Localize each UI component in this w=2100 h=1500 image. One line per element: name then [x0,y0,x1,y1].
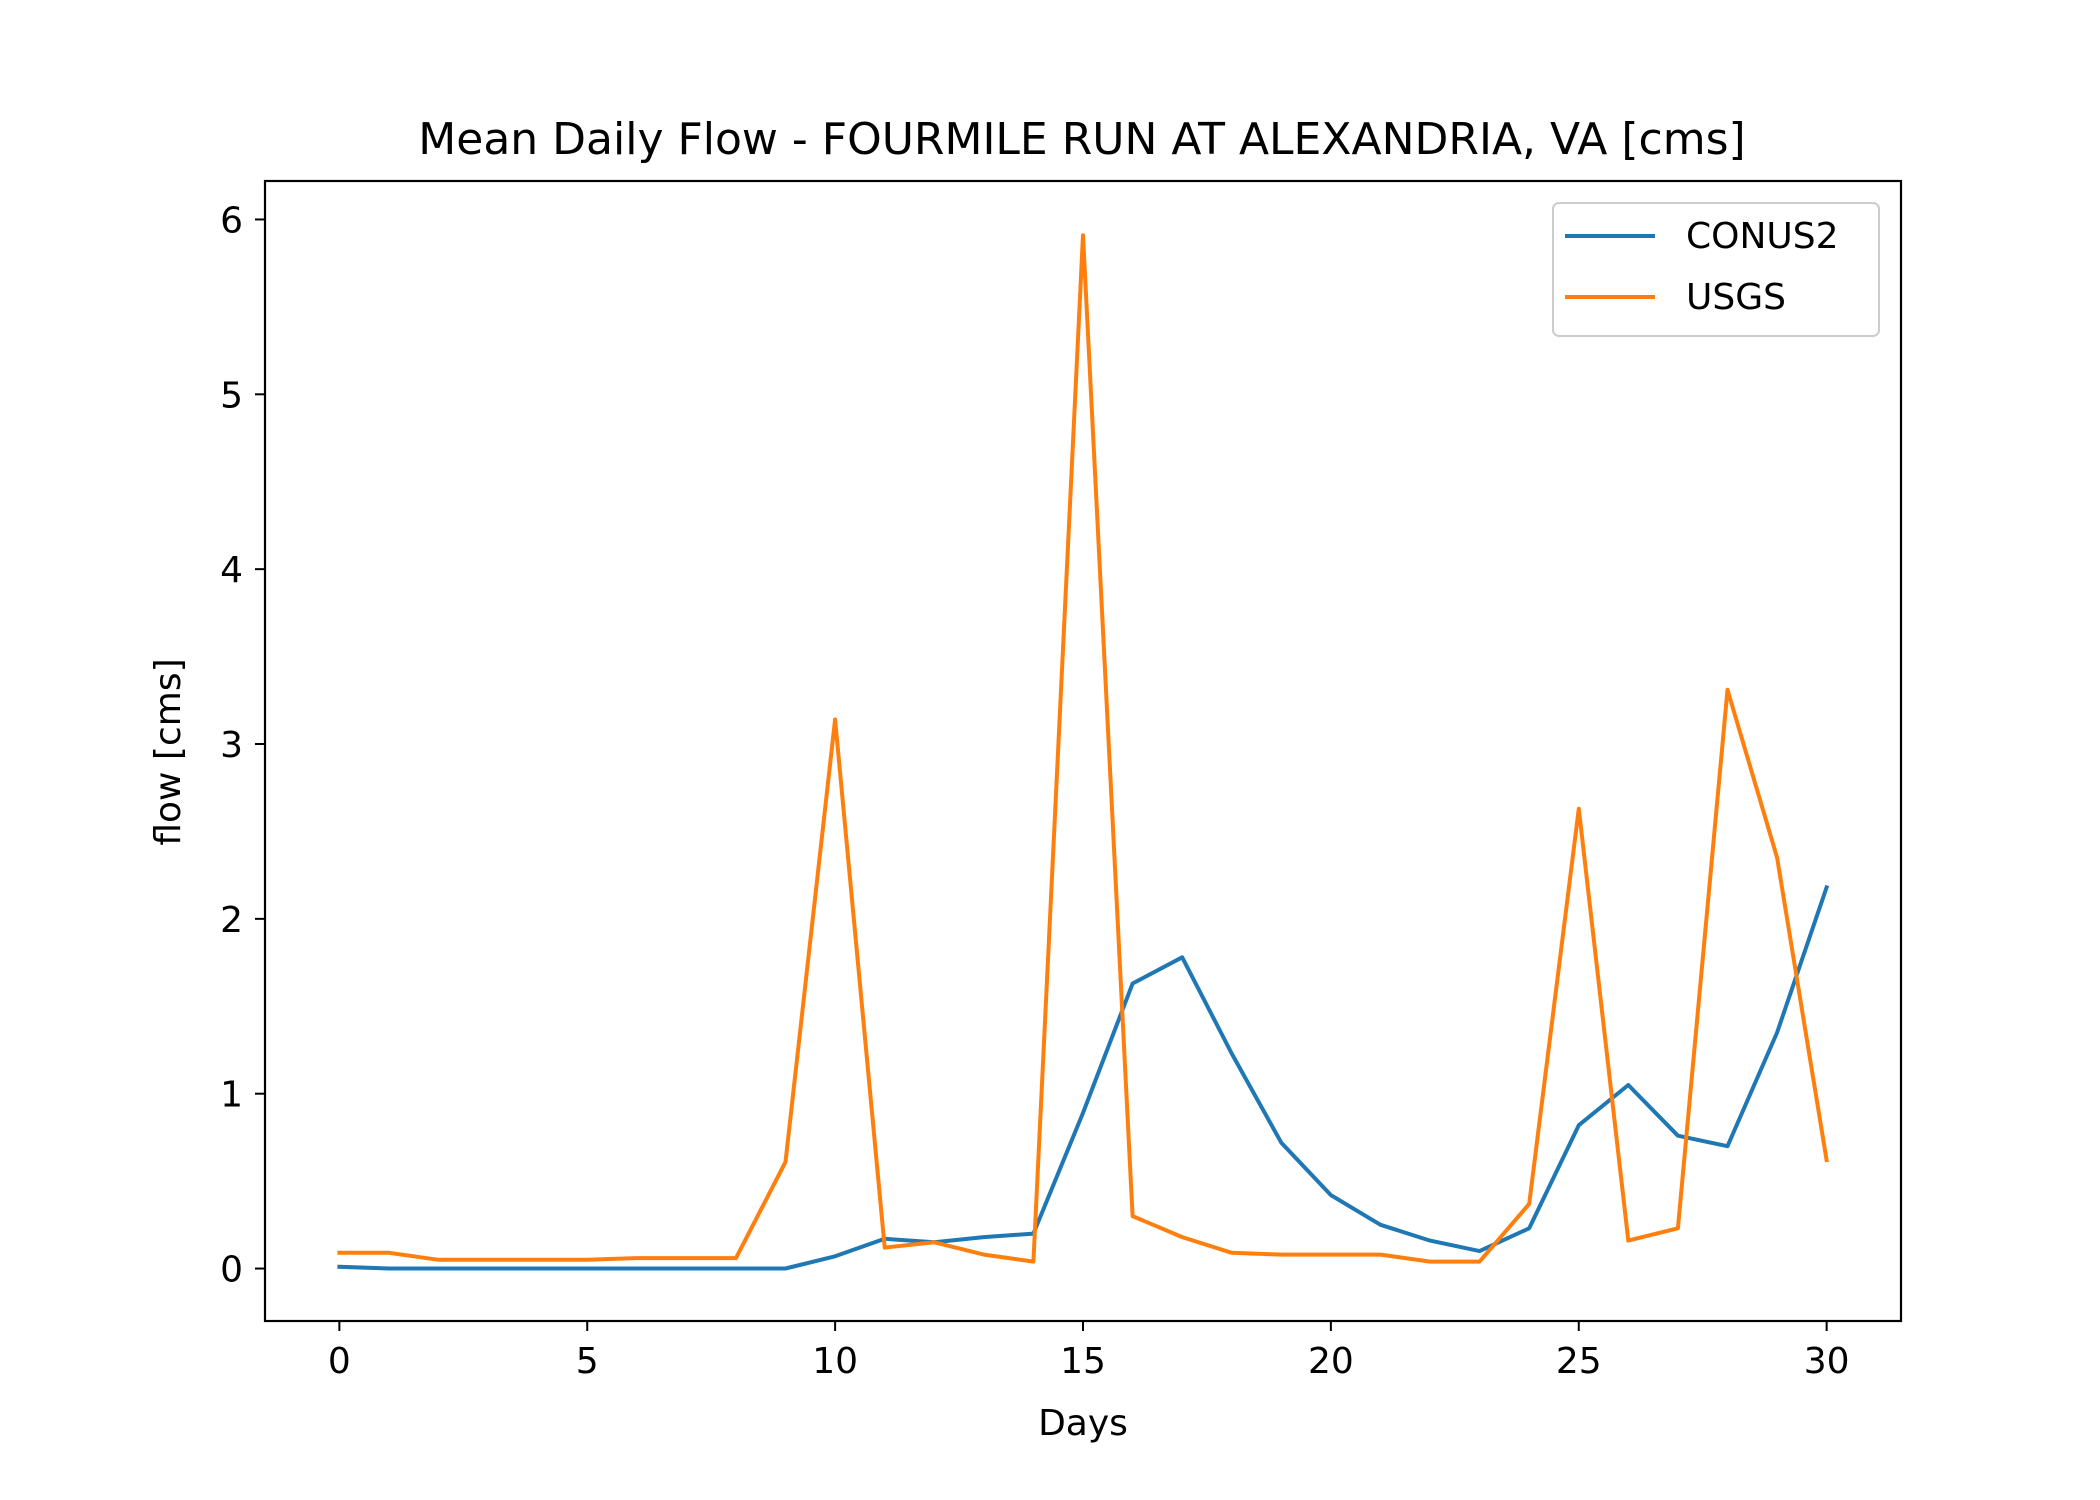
y-tick-label: 5 [220,375,243,416]
x-tick-label: 5 [576,1341,599,1382]
legend-label-usgs: USGS [1686,277,1786,318]
x-axis-ticks: 0 5 10 15 20 25 30 [328,1321,1850,1382]
series-layer [337,233,1830,1271]
x-tick-label: 20 [1308,1341,1354,1382]
y-axis-label: flow [cms] [148,658,189,845]
x-tick-label: 30 [1804,1341,1850,1382]
x-tick-label: 25 [1556,1341,1602,1382]
series-line-conus2 [337,884,1830,1271]
legend: CONUS2 USGS [1552,202,1880,337]
y-tick-label: 4 [220,550,243,591]
x-tick-label: 0 [328,1341,351,1382]
y-tick-label: 1 [220,1075,243,1116]
x-tick-label: 15 [1060,1341,1106,1382]
y-tick-label: 3 [220,725,243,766]
y-tick-label: 6 [220,200,243,241]
y-tick-label: 2 [220,900,243,941]
legend-label-conus2: CONUS2 [1686,216,1839,257]
x-tick-label: 10 [812,1341,858,1382]
x-axis-label: Days [1038,1403,1128,1444]
y-tick-label: 0 [220,1250,243,1291]
chart-title: Mean Daily Flow - FOURMILE RUN AT ALEXAN… [418,114,1745,165]
series-line-usgs [337,233,1829,1264]
y-axis-ticks: 0 1 2 3 4 5 6 [220,200,265,1291]
